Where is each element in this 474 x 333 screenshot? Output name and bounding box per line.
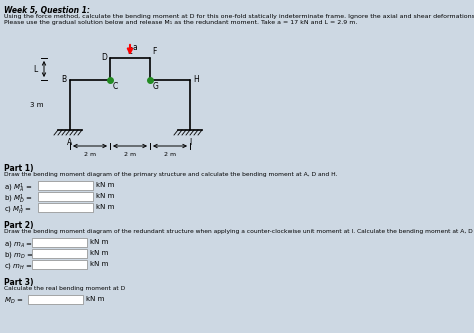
Text: kN m: kN m [86,296,104,302]
Text: B: B [61,76,66,85]
Text: c) $m_H$ =: c) $m_H$ = [4,261,33,271]
Text: L: L [34,65,38,74]
Text: 2 m: 2 m [124,152,136,157]
Text: kN m: kN m [96,193,114,199]
Bar [28,295,83,304]
Bar [32,238,87,247]
Text: a) $M^1_A$ =: a) $M^1_A$ = [4,182,32,195]
Bar [32,249,87,258]
Text: Draw the bending moment diagram of the primary structure and calculate the bendi: Draw the bending moment diagram of the p… [4,172,337,177]
Text: E: E [128,47,132,56]
Bar [38,203,93,212]
Text: c) $M^1_H$ =: c) $M^1_H$ = [4,204,32,217]
Text: G: G [153,82,159,91]
Text: kN m: kN m [96,182,114,188]
Text: F: F [152,47,156,56]
Text: b) $M^1_D$ =: b) $M^1_D$ = [4,193,33,206]
Text: Part 3): Part 3) [4,278,34,287]
Text: H: H [193,76,199,85]
Text: Week 5, Question 1:: Week 5, Question 1: [4,6,90,15]
Text: kN m: kN m [96,204,114,210]
Bar [38,192,93,201]
Text: C: C [113,82,118,91]
Text: 2 m: 2 m [164,152,176,157]
Text: b) $m_D$ =: b) $m_D$ = [4,250,34,260]
Text: kN m: kN m [90,261,109,267]
Text: A: A [67,138,73,147]
Text: Calculate the real bending moment at D: Calculate the real bending moment at D [4,286,125,291]
Bar [32,260,87,269]
Text: D: D [101,54,107,63]
Text: $M_D$ =: $M_D$ = [4,296,23,306]
Text: Please use the gradual solution below and release M₁ as the redundant moment. Ta: Please use the gradual solution below an… [4,20,357,25]
Text: 2 m: 2 m [84,152,96,157]
Text: Using the force method, calculate the bending moment at D for this one-fold stat: Using the force method, calculate the be… [4,14,474,19]
Text: I: I [189,138,191,147]
Text: kN m: kN m [90,250,109,256]
Bar [38,181,93,190]
Text: a: a [133,43,138,52]
Text: Part 1): Part 1) [4,164,34,173]
Text: a) $m_A$ =: a) $m_A$ = [4,239,33,249]
Text: kN m: kN m [90,239,109,245]
Text: 3 m: 3 m [30,102,44,108]
Text: Draw the bending moment diagram of the redundant structure when applying a count: Draw the bending moment diagram of the r… [4,229,474,234]
Text: Part 2): Part 2) [4,221,34,230]
